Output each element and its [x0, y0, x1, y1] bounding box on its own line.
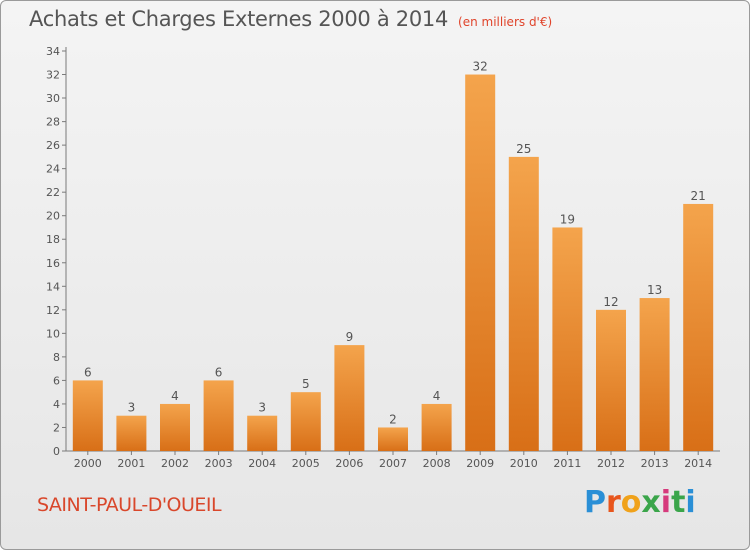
data-label: 9: [346, 330, 354, 344]
bar: [465, 74, 496, 451]
data-label: 3: [258, 401, 266, 415]
y-tick-label: 14: [46, 280, 60, 293]
data-label: 3: [128, 401, 136, 415]
x-tick-label: 2009: [466, 457, 494, 470]
proxiti-logo: Proxiti: [584, 485, 696, 520]
data-label: 5: [302, 377, 310, 391]
bar: [508, 156, 539, 451]
x-tick-label: 2013: [641, 457, 669, 470]
y-tick-label: 28: [46, 116, 60, 129]
y-tick-label: 18: [46, 233, 60, 246]
x-tick-label: 2006: [335, 457, 363, 470]
y-tick-label: 10: [46, 327, 60, 340]
y-tick-label: 2: [53, 421, 60, 434]
x-tick-label: 2002: [161, 457, 189, 470]
y-tick-label: 34: [46, 45, 60, 58]
x-tick-label: 2007: [379, 457, 407, 470]
y-tick-label: 22: [46, 186, 60, 199]
bar: [639, 298, 670, 451]
bar: [334, 345, 365, 451]
bar: [378, 427, 408, 451]
data-label: 6: [84, 365, 92, 379]
y-tick-label: 8: [53, 351, 60, 364]
bar: [421, 403, 452, 451]
place-name: SAINT-PAUL-D'OUEIL: [37, 494, 222, 516]
data-label: 32: [473, 60, 488, 74]
data-label: 4: [171, 389, 179, 403]
data-label: 19: [560, 212, 575, 226]
x-tick-label: 2005: [292, 457, 320, 470]
y-tick-label: 0: [53, 445, 60, 458]
x-tick-label: 2008: [423, 457, 451, 470]
bar: [72, 380, 103, 451]
bar: [552, 227, 583, 451]
y-tick-label: 12: [46, 304, 60, 317]
y-tick-label: 16: [46, 257, 60, 270]
data-label: 25: [516, 142, 531, 156]
data-label: 21: [691, 189, 706, 203]
y-tick-label: 26: [46, 139, 60, 152]
data-label: 2: [389, 412, 397, 426]
chart-unit-label: (en milliers d'€): [458, 15, 553, 29]
x-tick-label: 2011: [553, 457, 581, 470]
data-label: 13: [647, 283, 662, 297]
x-tick-label: 2000: [74, 457, 102, 470]
x-tick-label: 2010: [510, 457, 538, 470]
y-tick-label: 32: [46, 69, 60, 82]
y-tick-label: 24: [46, 163, 60, 176]
bar: [290, 392, 321, 451]
bar: [596, 309, 626, 451]
x-tick-label: 2014: [684, 457, 712, 470]
bar: [683, 203, 714, 451]
data-label: 6: [215, 365, 223, 379]
bar: [160, 403, 190, 451]
x-tick-label: 2001: [117, 457, 145, 470]
data-label: 4: [433, 389, 441, 403]
chart-title-text: Achats et Charges Externes 2000 à 2014: [29, 7, 449, 31]
y-tick-label: 20: [46, 210, 60, 223]
y-tick-label: 30: [46, 92, 60, 105]
x-tick-label: 2003: [205, 457, 233, 470]
data-label: 12: [603, 295, 618, 309]
x-tick-label: 2012: [597, 457, 625, 470]
bar: [116, 415, 147, 451]
chart-title: Achats et Charges Externes 2000 à 2014 (e…: [29, 7, 552, 31]
x-tick-label: 2004: [248, 457, 276, 470]
bar: [203, 380, 234, 451]
y-tick-label: 6: [53, 374, 60, 387]
bar: [247, 415, 278, 451]
y-tick-label: 4: [53, 398, 60, 411]
